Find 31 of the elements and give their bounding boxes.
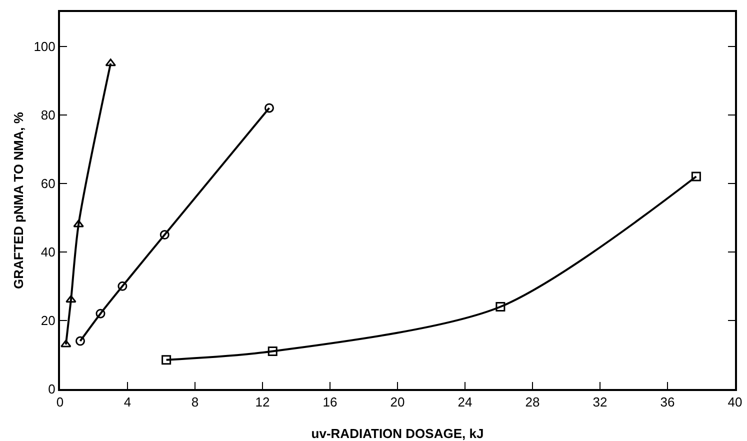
- point: [76, 336, 85, 346]
- y-tick-label: 60: [40, 176, 56, 191]
- x-tick-label: 40: [728, 394, 742, 410]
- x-tick-label: 20: [390, 394, 405, 410]
- point: [96, 308, 106, 318]
- x-tick-label: 28: [525, 394, 540, 410]
- y-tick-label: 20: [40, 313, 56, 328]
- x-tick-label: 12: [255, 394, 270, 410]
- point: [691, 172, 701, 182]
- y-tick-label: 100: [34, 38, 56, 54]
- y-axis-title: GRAFTED pNMA TO NMA, %: [11, 112, 26, 289]
- x-tick-label: 16: [322, 394, 338, 410]
- point: [160, 230, 170, 240]
- point: [264, 103, 274, 113]
- x-tick-label: 4: [124, 394, 132, 410]
- x-tick-label: 36: [660, 394, 675, 410]
- x-tick-label: 24: [458, 394, 472, 410]
- y-tick-label: 40: [40, 244, 56, 260]
- point: [60, 340, 72, 348]
- point: [118, 281, 128, 291]
- point: [162, 355, 172, 365]
- point: [66, 295, 76, 303]
- y-tick-label: 80: [40, 107, 56, 122]
- x-axis-title: uv-RADIATION DOSAGE, kJ: [311, 426, 484, 441]
- x-tick-label: 32: [592, 394, 608, 410]
- y-tick-label: 0: [48, 382, 56, 397]
- point: [73, 220, 84, 228]
- point: [496, 302, 506, 312]
- point: [268, 346, 278, 356]
- x-tick-label: 8: [191, 394, 199, 410]
- point: [105, 58, 116, 66]
